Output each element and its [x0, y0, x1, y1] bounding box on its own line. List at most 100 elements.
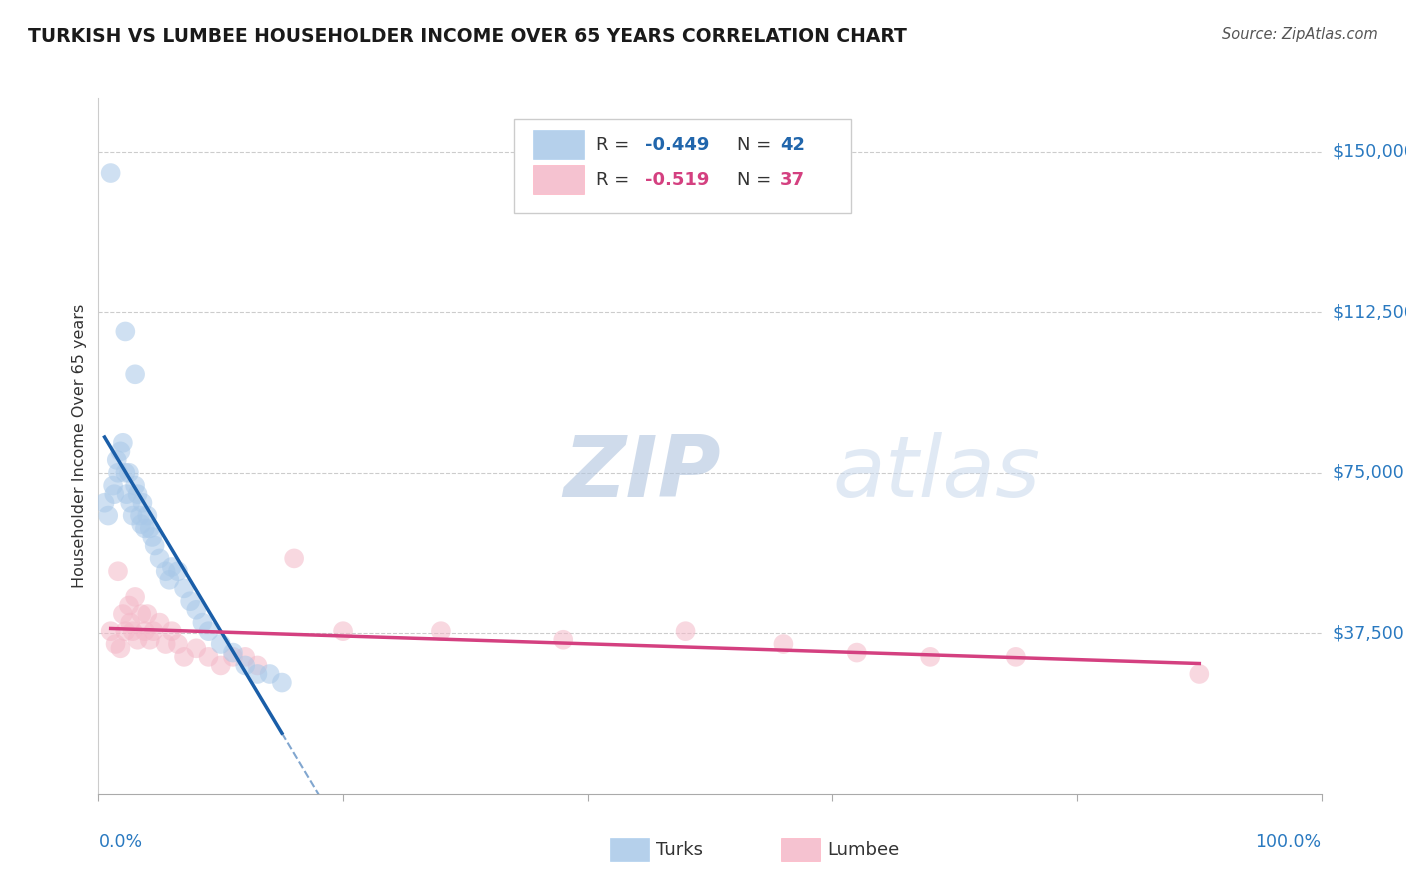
Point [142, 624, 165, 639]
Text: 100.0%: 100.0% [1256, 833, 1322, 851]
Point [139, 632, 162, 647]
Point [131, 496, 153, 510]
Point [118, 466, 141, 480]
Text: N =: N = [737, 170, 778, 188]
Point [149, 615, 172, 630]
Text: atlas: atlas [832, 433, 1040, 516]
Point [105, 453, 128, 467]
Point [121, 624, 143, 639]
Point [129, 508, 152, 523]
Point [139, 521, 162, 535]
Point [233, 649, 256, 664]
Point [246, 658, 269, 673]
Point [127, 487, 149, 501]
FancyBboxPatch shape [515, 119, 851, 213]
Text: R =: R = [596, 170, 636, 188]
Point [103, 487, 125, 501]
Text: 0.0%: 0.0% [98, 833, 142, 851]
Point [222, 649, 245, 664]
Point [222, 646, 245, 660]
Point [246, 667, 269, 681]
Text: Lumbee: Lumbee [828, 840, 900, 858]
Point [141, 530, 163, 544]
Point [129, 517, 152, 532]
FancyBboxPatch shape [533, 130, 583, 160]
Point [430, 624, 453, 639]
Point [149, 551, 172, 566]
Point [160, 560, 183, 574]
Point [920, 649, 942, 664]
Point [110, 641, 132, 656]
Point [111, 607, 134, 621]
Point [197, 649, 219, 664]
Point [107, 466, 129, 480]
Point [173, 582, 195, 596]
Text: $37,500: $37,500 [1333, 624, 1405, 642]
Point [104, 637, 127, 651]
Point [129, 607, 152, 621]
Text: -0.449: -0.449 [645, 136, 710, 153]
Point [124, 478, 146, 492]
Point [100, 166, 122, 180]
Point [114, 466, 136, 480]
Text: -0.519: -0.519 [645, 170, 710, 188]
Point [127, 632, 149, 647]
Point [845, 646, 868, 660]
Text: TURKISH VS LUMBEE HOUSEHOLDER INCOME OVER 65 YEARS CORRELATION CHART: TURKISH VS LUMBEE HOUSEHOLDER INCOME OVE… [28, 27, 907, 45]
Point [283, 551, 305, 566]
Point [118, 599, 141, 613]
Point [179, 594, 201, 608]
Point [121, 508, 143, 523]
Point [553, 632, 575, 647]
FancyBboxPatch shape [610, 838, 648, 861]
Point [114, 325, 136, 339]
FancyBboxPatch shape [780, 838, 820, 861]
Point [136, 607, 159, 621]
Text: 37: 37 [780, 170, 804, 188]
Y-axis label: Householder Income Over 65 years: Householder Income Over 65 years [72, 304, 87, 588]
Point [136, 508, 159, 523]
Point [332, 624, 354, 639]
Point [233, 658, 256, 673]
Point [143, 539, 166, 553]
Point [675, 624, 697, 639]
Point [115, 487, 138, 501]
Point [120, 496, 142, 510]
Point [167, 564, 190, 578]
Point [259, 667, 281, 681]
Point [114, 624, 136, 639]
Point [124, 368, 146, 382]
Point [97, 508, 120, 523]
Text: 42: 42 [780, 136, 804, 153]
Point [197, 624, 219, 639]
Point [191, 615, 214, 630]
Point [120, 615, 142, 630]
Text: ZIP: ZIP [564, 433, 721, 516]
Point [134, 521, 156, 535]
Point [209, 637, 232, 651]
Point [186, 603, 208, 617]
Point [134, 624, 156, 639]
Point [270, 675, 294, 690]
Point [157, 573, 180, 587]
Point [173, 649, 195, 664]
Point [167, 637, 190, 651]
Point [93, 496, 115, 510]
Point [101, 478, 124, 492]
Text: Source: ZipAtlas.com: Source: ZipAtlas.com [1222, 27, 1378, 42]
Text: R =: R = [596, 136, 636, 153]
Point [124, 590, 146, 604]
Text: Turks: Turks [657, 840, 703, 858]
Point [155, 564, 177, 578]
Point [1004, 649, 1026, 664]
Point [772, 637, 794, 651]
Point [1188, 667, 1211, 681]
Point [209, 658, 232, 673]
Text: N =: N = [737, 136, 778, 153]
Point [100, 624, 122, 639]
Text: $75,000: $75,000 [1333, 464, 1405, 482]
FancyBboxPatch shape [533, 165, 583, 194]
Point [155, 637, 177, 651]
Point [160, 624, 183, 639]
Point [111, 435, 134, 450]
